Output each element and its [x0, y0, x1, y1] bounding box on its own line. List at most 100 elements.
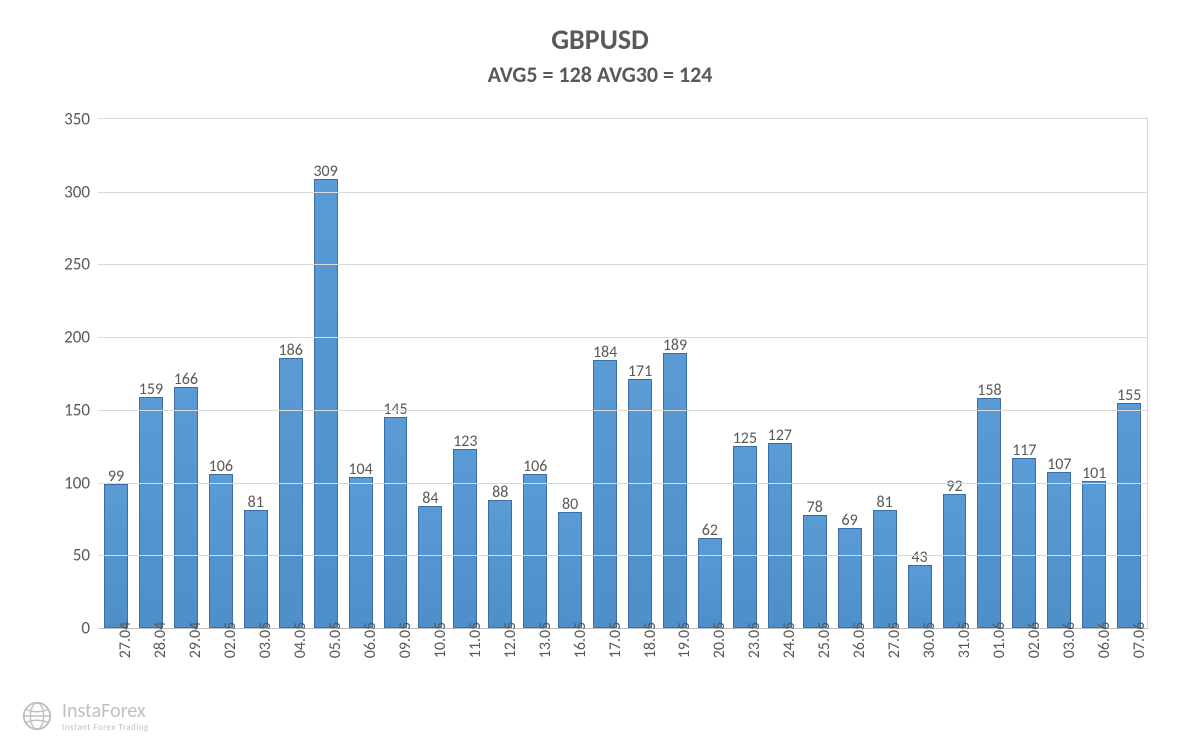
bar-slot: 184 — [593, 119, 617, 628]
bar-slot: 92 — [943, 119, 967, 628]
bar-slot: 84 — [418, 119, 442, 628]
bar-slot: 145 — [384, 119, 408, 628]
bar — [418, 506, 442, 628]
x-tick-label: 24.05 — [780, 622, 799, 658]
gridline — [98, 264, 1147, 265]
bar-slot: 106 — [209, 119, 233, 628]
x-tick-label: 27.05 — [885, 622, 904, 658]
bar-slot: 309 — [314, 119, 338, 628]
bar — [244, 510, 268, 628]
x-label-slot: 09.05 — [384, 634, 408, 714]
bar — [908, 565, 932, 628]
bar-value-label: 155 — [1117, 386, 1141, 405]
bar-value-label: 125 — [733, 429, 757, 448]
x-tick-label: 03.05 — [256, 622, 275, 658]
bar-slot: 81 — [244, 119, 268, 628]
y-tick-label: 0 — [81, 618, 90, 639]
plot-area: 9915916610681186309104145841238810680184… — [98, 118, 1148, 628]
x-label-slot: 04.05 — [279, 634, 303, 714]
x-label-slot: 12.05 — [489, 634, 513, 714]
gridline — [98, 410, 1147, 411]
watermark-text: InstaForex Instant Forex Trading — [62, 701, 149, 732]
gridline — [98, 483, 1147, 484]
bar-value-label: 159 — [139, 380, 163, 399]
x-tick-label: 06.06 — [1095, 622, 1114, 658]
bar — [803, 515, 827, 628]
bar — [628, 379, 652, 628]
x-label-slot: 02.06 — [1013, 634, 1037, 714]
bar — [873, 510, 897, 628]
bars-wrap: 9915916610681186309104145841238810680184… — [98, 119, 1147, 628]
x-label-slot: 19.05 — [664, 634, 688, 714]
x-label-slot: 27.05 — [873, 634, 897, 714]
x-tick-label: 20.05 — [710, 622, 729, 658]
bar — [663, 353, 687, 628]
bar-slot: 158 — [977, 119, 1001, 628]
x-tick-label: 25.05 — [815, 622, 834, 658]
y-tick-label: 250 — [64, 254, 90, 275]
x-label-slot: 23.05 — [733, 634, 757, 714]
bar-value-label: 92 — [946, 477, 962, 496]
bar-value-label: 62 — [702, 521, 718, 540]
x-label-slot: 25.05 — [803, 634, 827, 714]
bar-value-label: 171 — [628, 362, 652, 381]
x-tick-label: 07.06 — [1130, 622, 1149, 658]
x-tick-label: 06.05 — [361, 622, 380, 658]
bar-slot: 88 — [488, 119, 512, 628]
bar — [1117, 403, 1141, 628]
bar — [209, 474, 233, 628]
x-label-slot: 03.05 — [244, 634, 268, 714]
gridline — [98, 555, 1147, 556]
bar-value-label: 69 — [842, 511, 858, 530]
bar-slot: 125 — [733, 119, 757, 628]
x-label-slot: 31.05 — [943, 634, 967, 714]
bar — [139, 397, 163, 628]
bar-value-label: 88 — [492, 483, 508, 502]
title-block: GBPUSD AVG5 = 128 AVG30 = 124 — [44, 22, 1156, 88]
bar-slot: 107 — [1047, 119, 1071, 628]
x-label-slot: 06.05 — [349, 634, 373, 714]
y-tick-label: 300 — [64, 181, 90, 202]
bar-slot: 106 — [523, 119, 547, 628]
bar — [174, 387, 198, 628]
chart-subtitle: AVG5 = 128 AVG30 = 124 — [44, 61, 1156, 88]
x-tick-label: 01.06 — [990, 622, 1009, 658]
bar-value-label: 43 — [911, 548, 927, 567]
x-label-slot: 02.05 — [209, 634, 233, 714]
bar-value-label: 127 — [768, 426, 792, 445]
bar-value-label: 84 — [422, 489, 438, 508]
x-label-slot: 10.05 — [419, 634, 443, 714]
bar-value-label: 101 — [1082, 464, 1106, 483]
bar-slot: 127 — [768, 119, 792, 628]
bar-value-label: 117 — [1012, 441, 1036, 460]
bar-value-label: 80 — [562, 495, 578, 514]
bar — [977, 398, 1001, 628]
x-tick-label: 18.05 — [641, 622, 660, 658]
x-tick-label: 10.05 — [431, 622, 450, 658]
bar — [558, 512, 582, 628]
x-label-slot: 11.05 — [454, 634, 478, 714]
bar — [733, 446, 757, 628]
x-label-slot: 26.05 — [838, 634, 862, 714]
bar-slot: 43 — [908, 119, 932, 628]
bar-value-label: 81 — [248, 493, 264, 512]
watermark-tagline: Instant Forex Trading — [62, 723, 149, 732]
bar — [523, 474, 547, 628]
bar-slot: 104 — [349, 119, 373, 628]
gridline — [98, 337, 1147, 338]
x-tick-label: 28.04 — [151, 622, 170, 658]
x-label-slot: 07.06 — [1118, 634, 1142, 714]
bar — [593, 360, 617, 628]
x-tick-label: 23.05 — [745, 622, 764, 658]
bar — [838, 528, 862, 628]
bar-value-label: 104 — [348, 460, 372, 479]
x-tick-label: 12.05 — [501, 622, 520, 658]
bar — [1047, 472, 1071, 628]
bar-value-label: 184 — [593, 343, 617, 362]
y-tick-label: 50 — [73, 545, 90, 566]
bar — [279, 358, 303, 628]
bar-slot: 171 — [628, 119, 652, 628]
bar — [698, 538, 722, 628]
chart-title: GBPUSD — [44, 22, 1156, 57]
bar-value-label: 106 — [523, 457, 547, 476]
